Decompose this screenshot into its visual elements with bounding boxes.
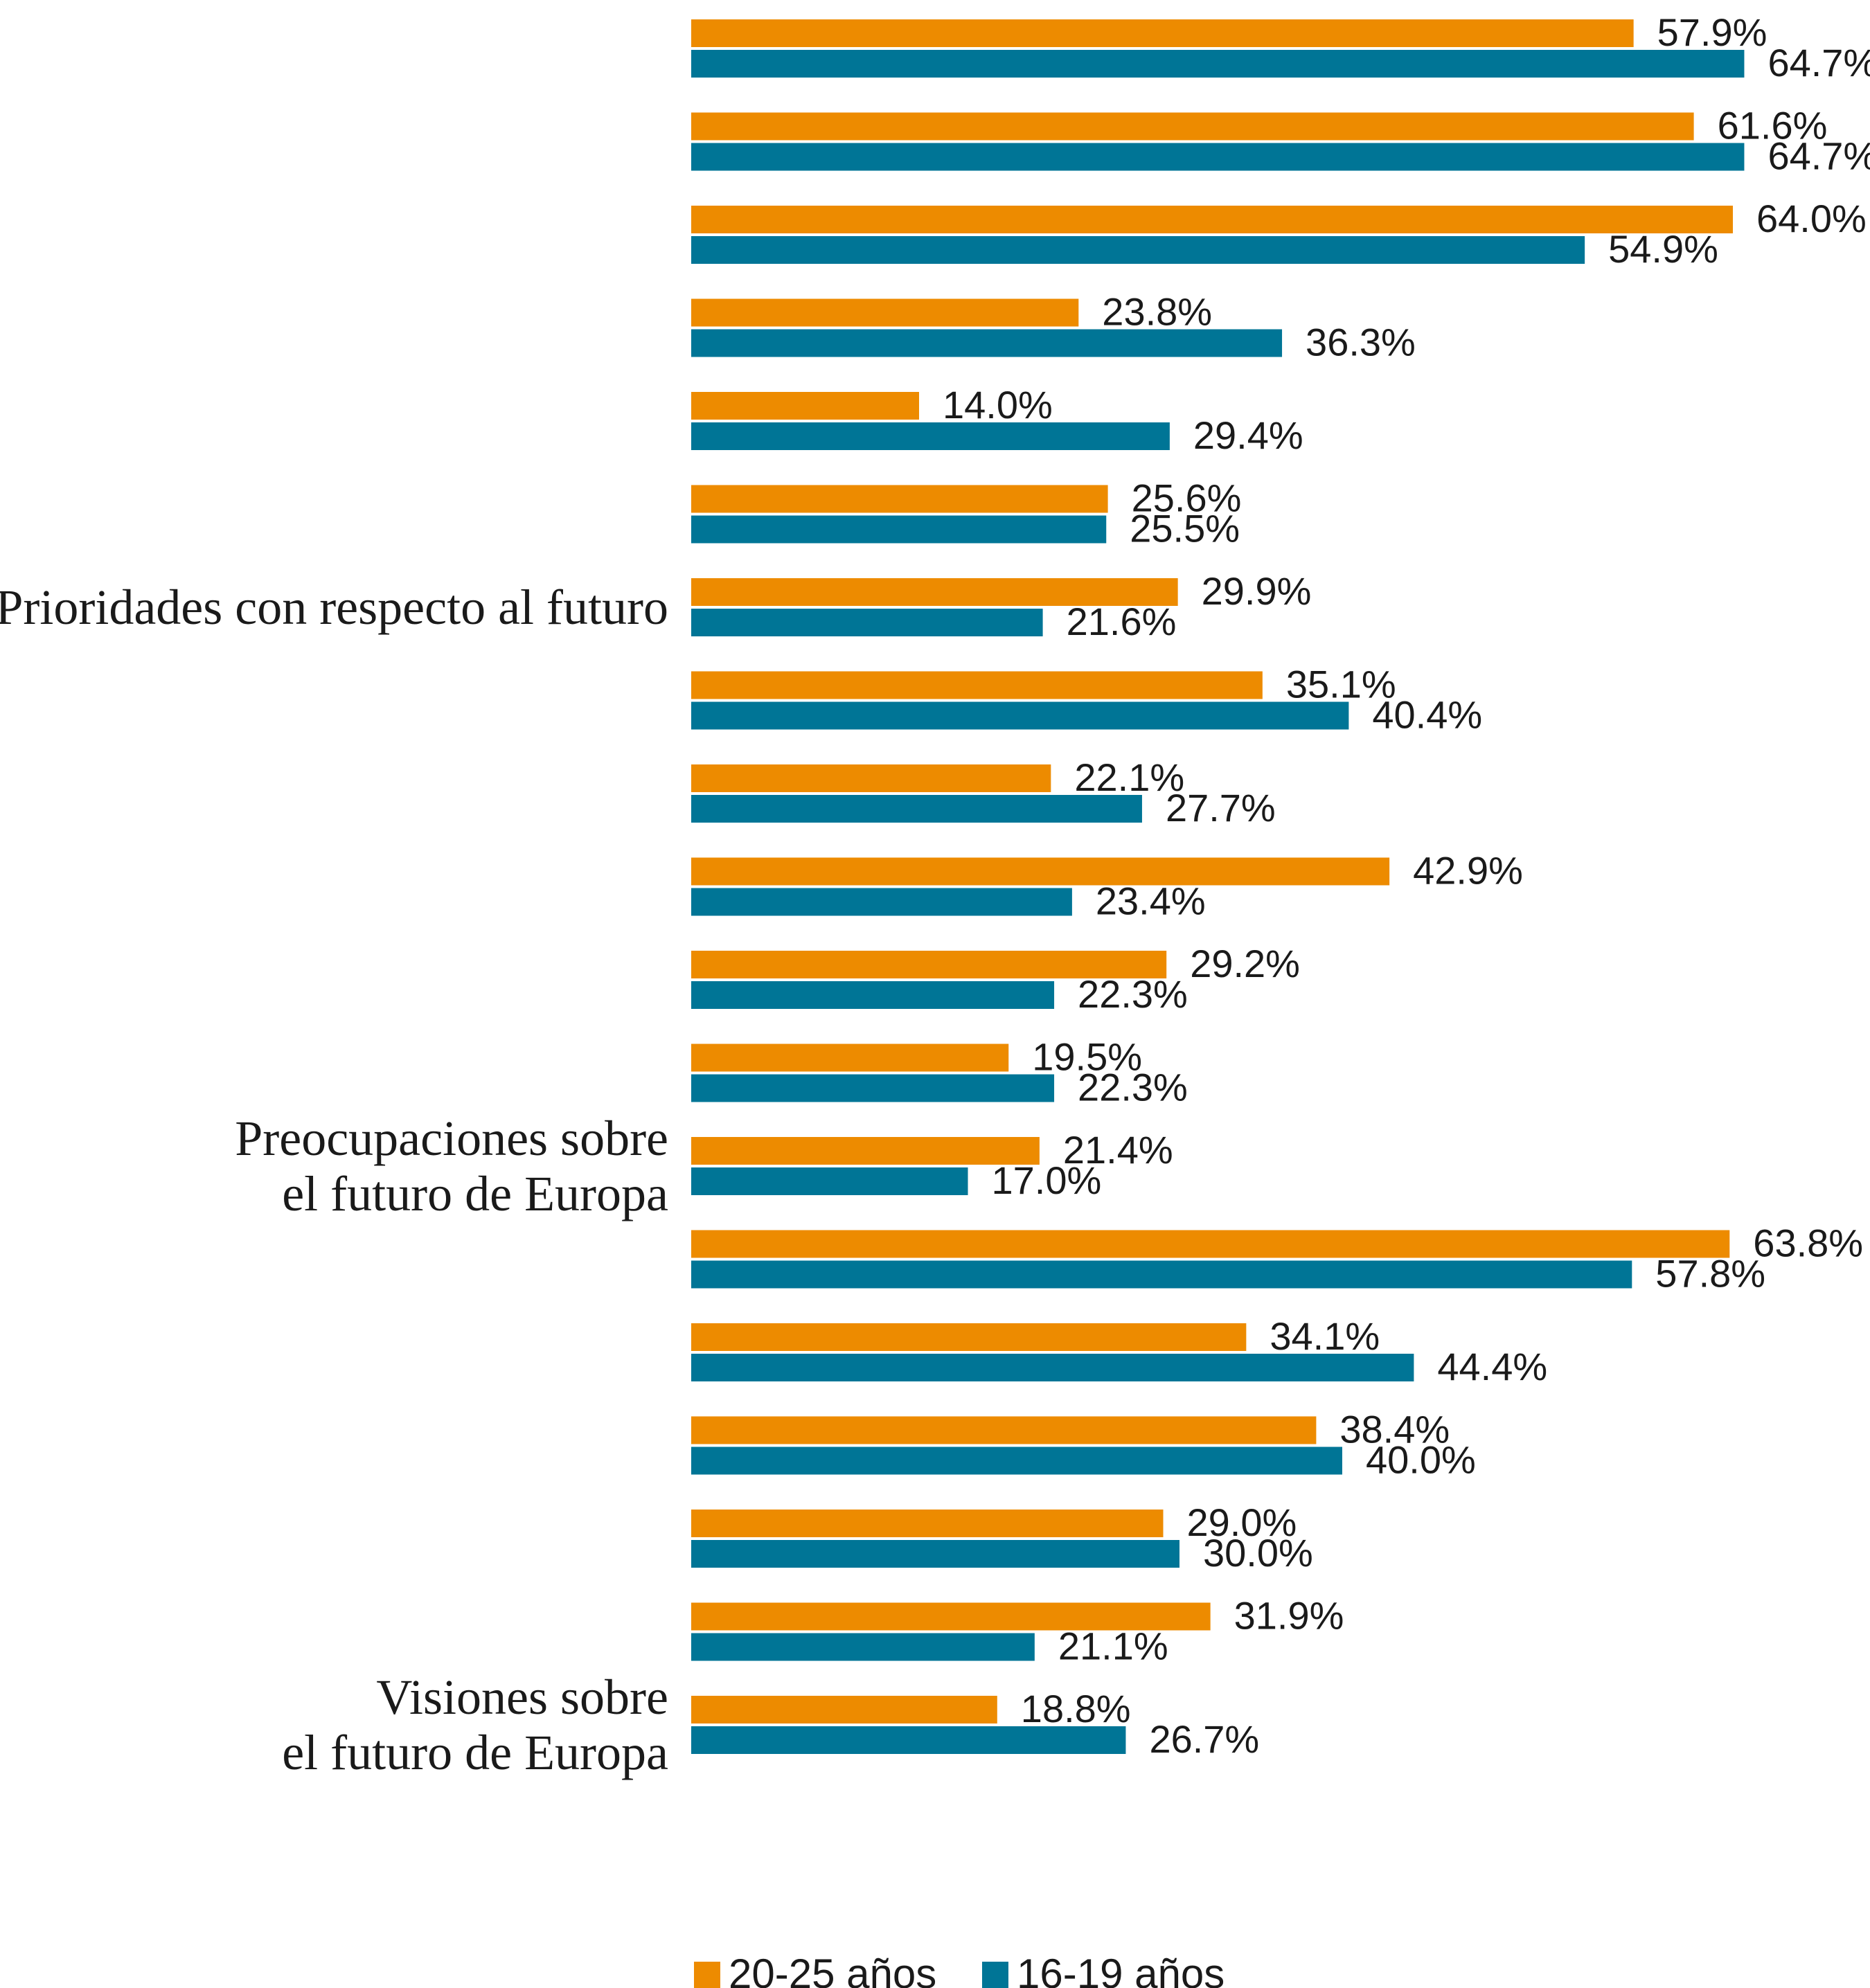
bar-20-25-row-16 [691, 1416, 1317, 1444]
bar-16-19-row-2 [691, 143, 1745, 171]
bar-16-19-row-19 [691, 1726, 1126, 1754]
data-label-20-25-row-7: 29.9% [1202, 569, 1312, 613]
legend-label-20-25: 20-25 años [729, 1951, 936, 1988]
bar-20-25-row-17 [691, 1510, 1164, 1537]
bar-16-19-row-13 [691, 1167, 968, 1195]
bar-20-25-row-3 [691, 206, 1733, 233]
bar-16-19-row-9 [691, 795, 1142, 823]
bar-20-25-row-14 [691, 1230, 1730, 1258]
bar-16-19-row-11 [691, 981, 1055, 1009]
data-label-20-25-row-12: 19.5% [1032, 1035, 1142, 1079]
data-label-16-19-row-7: 21.6% [1067, 600, 1177, 643]
data-label-20-25-row-8: 35.1% [1286, 663, 1396, 706]
data-label-20-25-row-19: 18.8% [1021, 1687, 1131, 1730]
bar-20-25-row-10 [691, 857, 1390, 886]
bar-20-25-row-8 [691, 671, 1263, 699]
data-label-16-19-row-2: 64.7% [1767, 134, 1870, 178]
legend: 20-25 años 16-19 años [694, 1951, 1225, 1988]
data-label-16-19-row-11: 22.3% [1078, 972, 1188, 1016]
bar-20-25-row-12 [691, 1044, 1009, 1072]
data-label-20-25-row-6: 25.6% [1132, 476, 1242, 520]
bar-16-19-row-3 [691, 236, 1585, 264]
data-label-20-25-row-15: 34.1% [1270, 1314, 1380, 1358]
data-label-16-19-row-17: 30.0% [1203, 1531, 1313, 1575]
data-label-16-19-row-9: 27.7% [1166, 786, 1276, 830]
data-label-16-19-row-13: 17.0% [992, 1158, 1102, 1202]
data-label-16-19-row-1: 64.7% [1767, 41, 1870, 84]
bar-20-25-row-18 [691, 1602, 1211, 1631]
category-label-2-line-2: el futuro de Europa [282, 1166, 668, 1221]
bar-20-25-row-6 [691, 485, 1108, 513]
data-label-20-25-row-9: 22.1% [1074, 755, 1184, 799]
bar-20-25-row-9 [691, 764, 1051, 792]
data-label-20-25-row-2: 61.6% [1718, 104, 1828, 147]
bar-20-25-row-19 [691, 1696, 997, 1723]
bar-16-19-row-12 [691, 1074, 1055, 1102]
category-label-3-line-1: Visiones sobre [376, 1669, 668, 1725]
bar-20-25-row-5 [691, 392, 919, 420]
bar-16-19-row-17 [691, 1540, 1179, 1568]
data-label-16-19-row-5: 29.4% [1193, 413, 1303, 457]
bar-16-19-row-14 [691, 1260, 1632, 1289]
data-label-16-19-row-16: 40.0% [1366, 1438, 1476, 1482]
data-label-16-19-row-4: 36.3% [1306, 321, 1416, 364]
bar-20-25-row-11 [691, 951, 1167, 978]
data-label-16-19-row-10: 23.4% [1096, 879, 1206, 923]
data-label-16-19-row-14: 57.8% [1655, 1252, 1765, 1296]
data-label-16-19-row-6: 25.5% [1130, 507, 1240, 550]
data-label-20-25-row-14: 63.8% [1753, 1221, 1863, 1265]
bar-20-25-row-2 [691, 112, 1694, 141]
bar-16-19-row-4 [691, 329, 1283, 357]
legend-label-16-19: 16-19 años [1017, 1951, 1225, 1988]
data-label-16-19-row-15: 44.4% [1437, 1345, 1547, 1388]
category-label-2-line-1: Preocupaciones sobre [235, 1111, 668, 1166]
bar-16-19-row-1 [691, 50, 1745, 78]
bar-16-19-row-18 [691, 1633, 1035, 1661]
category-label-3-line-2: el futuro de Europa [282, 1725, 668, 1780]
data-label-20-25-row-1: 57.9% [1657, 10, 1767, 54]
category-labels: Prioridades con respecto al futuro Preocu… [0, 580, 668, 1780]
data-label-16-19-row-19: 26.7% [1149, 1717, 1259, 1761]
data-label-16-19-row-3: 54.9% [1608, 227, 1718, 271]
data-label-20-25-row-17: 29.0% [1187, 1501, 1297, 1544]
bar-16-19-row-10 [691, 888, 1072, 916]
bar-16-19-row-16 [691, 1447, 1342, 1475]
bar-16-19-row-15 [691, 1354, 1414, 1381]
bars-layer: 57.9%64.7%61.6%64.7%64.0%54.9%23.8%36.3%… [691, 10, 1870, 1761]
data-label-20-25-row-13: 21.4% [1063, 1128, 1173, 1172]
data-label-20-25-row-3: 64.0% [1756, 197, 1867, 240]
data-label-20-25-row-4: 23.8% [1102, 290, 1212, 334]
bar-16-19-row-8 [691, 701, 1349, 730]
legend-swatch-20-25 [694, 1962, 720, 1988]
bar-20-25-row-15 [691, 1323, 1247, 1351]
data-label-16-19-row-8: 40.4% [1372, 693, 1482, 737]
data-label-20-25-row-18: 31.9% [1234, 1594, 1344, 1638]
data-label-20-25-row-5: 14.0% [943, 383, 1053, 427]
data-label-16-19-row-18: 21.1% [1058, 1624, 1168, 1668]
bar-20-25-row-1 [691, 19, 1634, 47]
bar-16-19-row-6 [691, 515, 1107, 544]
data-label-16-19-row-12: 22.3% [1078, 1066, 1188, 1109]
data-label-20-25-row-16: 38.4% [1339, 1408, 1450, 1451]
bar-16-19-row-5 [691, 422, 1170, 450]
data-label-20-25-row-11: 29.2% [1190, 942, 1300, 985]
category-label-1-line-1: Prioridades con respecto al futuro [0, 580, 668, 635]
bar-20-25-row-13 [691, 1137, 1040, 1165]
bar-20-25-row-4 [691, 298, 1079, 327]
bar-16-19-row-7 [691, 609, 1043, 636]
legend-swatch-16-19 [982, 1962, 1008, 1988]
data-label-20-25-row-10: 42.9% [1413, 849, 1523, 893]
bar-20-25-row-7 [691, 578, 1178, 606]
